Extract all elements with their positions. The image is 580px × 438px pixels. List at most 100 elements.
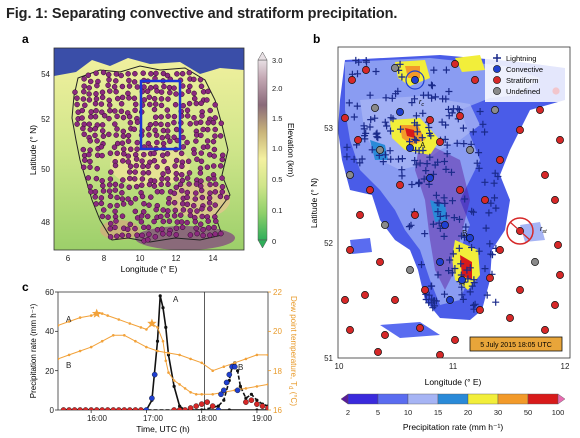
c-ylabel-right: Dew point temperature, Td (°C) xyxy=(287,296,298,406)
station-marker xyxy=(112,108,118,114)
c-ytick-60: 60 xyxy=(45,288,54,297)
series-point-A-dewpoint xyxy=(89,314,93,317)
station-marker xyxy=(185,88,192,94)
station-marker xyxy=(164,72,171,79)
station-marker xyxy=(100,69,107,76)
lightning-marker xyxy=(435,219,443,227)
lightning-marker xyxy=(481,128,489,136)
station-marker xyxy=(213,218,219,224)
lightning-marker xyxy=(366,123,374,131)
series-point-stratiform xyxy=(176,407,183,410)
station-marker xyxy=(107,107,113,114)
lightning-marker xyxy=(368,146,376,154)
station-marker xyxy=(146,94,153,100)
station-marker xyxy=(113,218,119,224)
lightning-marker xyxy=(459,124,467,132)
station-marker xyxy=(210,119,217,126)
station-marker xyxy=(126,113,133,120)
station-marker xyxy=(152,127,158,134)
station-marker xyxy=(179,224,186,231)
lightning-marker xyxy=(483,291,491,299)
lightning-marker xyxy=(442,212,450,220)
lightning-marker xyxy=(468,244,476,251)
elevation-colorbar-bottom xyxy=(257,239,268,249)
gauge-marker xyxy=(411,211,419,219)
lightning-marker xyxy=(486,240,494,248)
station-marker xyxy=(165,96,171,102)
station-marker xyxy=(160,231,166,237)
lightning-marker xyxy=(458,291,466,299)
c-y2tick-20: 20 xyxy=(273,327,282,336)
radar-core-4 xyxy=(455,55,485,72)
station-marker xyxy=(159,152,166,159)
lightning-marker xyxy=(424,91,432,99)
legend-undefined-icon xyxy=(493,87,501,95)
lightning-marker xyxy=(443,141,451,149)
c-xtick-1900: 19:00 xyxy=(252,414,273,423)
gauge-marker xyxy=(554,241,562,249)
station-marker xyxy=(88,109,94,115)
series-point-B-dewpoint xyxy=(100,339,104,343)
lightning-marker xyxy=(374,134,382,142)
lightning-marker xyxy=(392,90,400,98)
station-marker xyxy=(205,120,211,126)
station-marker xyxy=(127,120,134,126)
station-marker xyxy=(158,121,164,128)
station-marker xyxy=(166,218,173,224)
station-marker xyxy=(187,121,193,127)
station-marker xyxy=(164,133,171,140)
lightning-marker xyxy=(415,178,423,186)
lightning-marker xyxy=(428,82,436,90)
station-marker xyxy=(192,196,199,202)
station-marker xyxy=(119,232,125,239)
station-marker xyxy=(159,176,165,182)
series-point-B-dewpoint xyxy=(156,349,159,353)
station-marker xyxy=(82,102,88,109)
station-marker xyxy=(138,219,145,225)
station-marker xyxy=(153,70,159,77)
station-marker xyxy=(138,213,145,219)
station-marker xyxy=(180,102,186,109)
lightning-marker xyxy=(406,138,414,146)
station-marker xyxy=(98,200,105,207)
station-marker xyxy=(125,71,131,77)
station-marker xyxy=(112,162,119,169)
station-marker xyxy=(187,232,194,238)
gauge-marker xyxy=(371,104,379,112)
station-marker xyxy=(80,164,87,171)
series-point-B-precip xyxy=(238,384,242,388)
station-marker xyxy=(93,201,99,207)
gauge-marker xyxy=(496,246,504,254)
station-marker xyxy=(194,156,200,163)
station-marker xyxy=(111,144,118,150)
series-point-A-precip xyxy=(155,339,160,343)
lightning-marker xyxy=(350,113,358,121)
station-marker xyxy=(191,114,197,121)
station-marker xyxy=(200,126,206,133)
station-marker xyxy=(219,175,225,181)
station-marker xyxy=(186,170,193,176)
station-marker xyxy=(217,193,224,200)
gauge-marker xyxy=(481,196,489,204)
station-marker xyxy=(172,163,178,169)
station-marker xyxy=(118,101,125,107)
station-marker xyxy=(132,151,139,158)
station-marker xyxy=(141,224,147,231)
lightning-marker xyxy=(450,214,458,222)
series-point-B-precip xyxy=(200,408,204,410)
pcb-tick-10: 10 xyxy=(404,408,412,417)
lightning-marker xyxy=(371,114,379,122)
lightning-marker xyxy=(431,93,439,101)
a-xlabel: Longitude (° E) xyxy=(121,264,178,274)
lightning-marker xyxy=(412,136,420,144)
sea-north xyxy=(54,48,244,76)
station-marker xyxy=(82,157,88,163)
gauge-marker xyxy=(346,171,354,179)
lightning-marker xyxy=(485,209,493,217)
station-marker xyxy=(100,207,107,213)
series-point-B-dewpoint xyxy=(167,351,170,355)
lightning-marker xyxy=(415,147,423,155)
series-point-B-dewpoint xyxy=(233,361,237,365)
station-marker xyxy=(118,183,125,189)
precip-colorbar-arrow-right xyxy=(557,393,566,405)
